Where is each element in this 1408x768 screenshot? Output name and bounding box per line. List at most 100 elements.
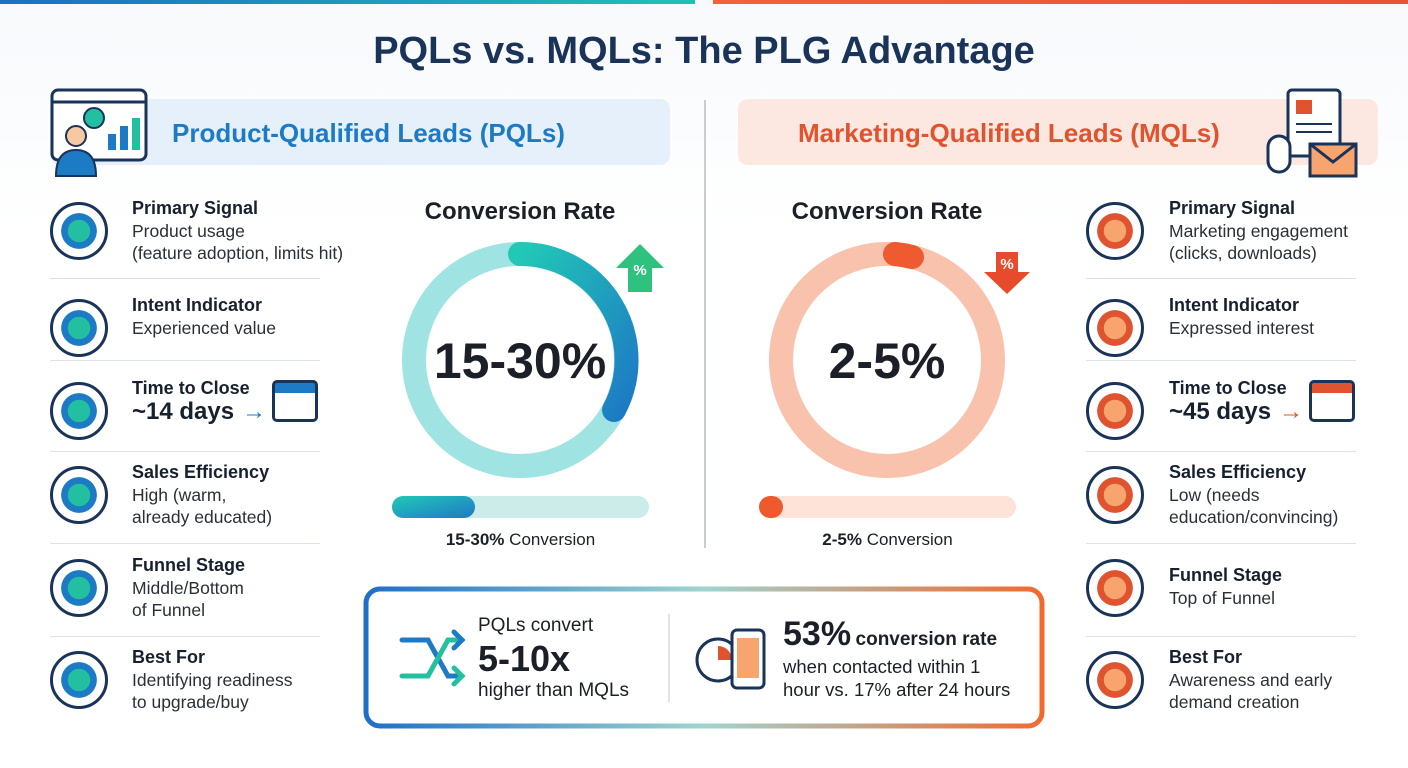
- gauge-value: 15-30%: [433, 333, 607, 389]
- callout-line: hour vs. 17% after 24 hours: [783, 679, 1011, 700]
- row-divider: [1086, 278, 1356, 279]
- shuffle-icon: [399, 629, 466, 687]
- title: PQLs vs. MQLs: The PLG Advantage: [373, 30, 1035, 72]
- row-divider: [1086, 543, 1356, 544]
- arrow: →: [1279, 398, 1303, 425]
- row-label: Primary Signal: [1169, 198, 1296, 218]
- row-divider: [1086, 451, 1356, 452]
- row-divider: [50, 451, 320, 452]
- row-label: Funnel Stage: [1169, 565, 1283, 585]
- row-text: Product usage: [132, 221, 245, 241]
- calendar-icon: [1309, 380, 1355, 422]
- row-divider: [50, 278, 320, 279]
- row-text: Marketing engagement: [1169, 221, 1348, 241]
- row-divider: [50, 543, 320, 544]
- gauge-title: Conversion Rate: [424, 198, 616, 225]
- row-label: Primary Signal: [132, 198, 259, 218]
- row-text: Top of Funnel: [1169, 588, 1276, 608]
- row-divider: [1086, 636, 1356, 637]
- center-divider: [704, 100, 706, 548]
- down-arrow: [984, 252, 1030, 294]
- gauge-value: 2-5%: [828, 333, 946, 389]
- row-divider: [50, 636, 320, 637]
- bar-label: Conversion: [866, 530, 953, 549]
- arrow: →: [242, 398, 266, 425]
- row-label: Best For: [1169, 647, 1243, 667]
- row-divider: [1086, 360, 1356, 361]
- row-text: to upgrade/buy: [132, 692, 249, 712]
- pql-ring-arc: [508, 241, 639, 422]
- callout-text: PQLs convert: [478, 615, 594, 636]
- callout-big: 53%: [783, 615, 852, 653]
- row-text: already educated): [132, 507, 273, 527]
- row-emphasis: ~45 days: [1169, 398, 1272, 425]
- pql-header: [50, 99, 670, 165]
- row-text: Awareness and early: [1169, 670, 1333, 690]
- timer-icon: [695, 628, 766, 690]
- mql-bar-track: [759, 496, 1016, 518]
- gauge-title: Conversion Rate: [791, 198, 983, 225]
- row-icon: [50, 382, 108, 440]
- row-text: High (warm,: [132, 485, 227, 505]
- mql-bar-fill: [759, 496, 783, 518]
- row-text: (feature adoption, limits hit): [132, 243, 344, 263]
- row-text: Identifying readiness: [132, 670, 293, 690]
- pql-icon: [50, 88, 148, 177]
- bar-caption: 2-5% Conversion: [759, 530, 1016, 550]
- bar-value: 2-5%: [822, 530, 862, 549]
- top-stripe: [713, 0, 1408, 4]
- row-label: Sales Efficiency: [1169, 462, 1307, 482]
- row-label: Intent Indicator: [1169, 295, 1299, 315]
- row-icon: [50, 202, 108, 260]
- row-icon: [50, 559, 108, 617]
- calendar-icon: [272, 380, 318, 422]
- bar-caption: 15-30% Conversion: [392, 530, 649, 550]
- row-text: of Funnel: [132, 600, 205, 620]
- row-text: Expressed interest: [1169, 318, 1314, 338]
- mql-heading: Marketing-Qualified Leads (MQLs): [798, 118, 1220, 148]
- callout-text: when contacted within 1 hour vs. 17% afte…: [783, 655, 1010, 701]
- row-icon: [1086, 299, 1144, 357]
- row-label: Time to Close: [1169, 378, 1287, 398]
- row-icon: [50, 299, 108, 357]
- row-label: Best For: [132, 647, 206, 667]
- callout-headline: 53% conversion rate: [783, 615, 997, 654]
- row-label: Time to Close: [132, 378, 250, 398]
- callout-line: when contacted within 1: [783, 656, 981, 677]
- row-text: Experienced value: [132, 318, 276, 338]
- bar-value: 15-30%: [445, 530, 505, 549]
- row-icon: [1086, 466, 1144, 524]
- mql-icon: [1266, 88, 1358, 178]
- row-text: Middle/Bottom: [132, 578, 244, 598]
- bar-label: Conversion: [509, 530, 596, 549]
- callout-suffix: conversion rate: [855, 629, 998, 650]
- row-emphasis: ~14 days: [132, 398, 235, 425]
- badge: %: [633, 262, 647, 279]
- row-label: Intent Indicator: [132, 295, 262, 315]
- row-text: Low (needs: [1169, 485, 1260, 505]
- callout-big: 5-10x: [478, 638, 571, 679]
- row-icon: [1086, 651, 1144, 709]
- row-text: demand creation: [1169, 692, 1300, 712]
- row-icon: [1086, 559, 1144, 617]
- callout-text: higher than MQLs: [478, 680, 630, 701]
- top-stripe: [0, 0, 695, 4]
- mql-ring-arc: [883, 242, 924, 269]
- pql-heading: Product-Qualified Leads (PQLs): [172, 118, 565, 148]
- row-text: (clicks, downloads): [1169, 243, 1317, 263]
- row-icon: [1086, 202, 1144, 260]
- row-divider: [50, 360, 320, 361]
- row-icon: [50, 651, 108, 709]
- row-label: Funnel Stage: [132, 555, 246, 575]
- row-label: Sales Efficiency: [132, 462, 270, 482]
- row-icon: [1086, 382, 1144, 440]
- row-icon: [50, 466, 108, 524]
- pql-bar-fill: [392, 496, 475, 518]
- row-text: education/convincing): [1169, 507, 1339, 527]
- up-arrow: [616, 244, 664, 292]
- badge: %: [1000, 256, 1014, 273]
